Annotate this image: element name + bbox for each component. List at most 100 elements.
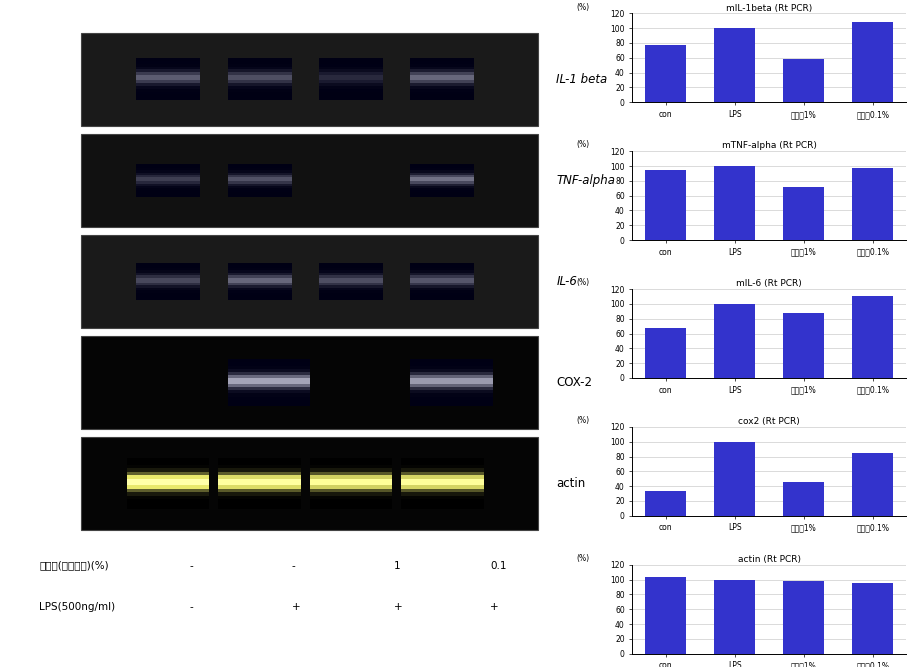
Bar [411,81,475,83]
Y-axis label: (%): (%) [576,554,590,563]
Bar [219,476,301,479]
Bar [136,58,200,61]
Bar [411,295,475,297]
Text: -: - [189,602,193,612]
Bar [228,293,292,295]
Bar [228,72,292,75]
Bar [228,366,310,369]
Bar [228,388,310,390]
Bar [411,61,475,64]
Bar [228,168,292,171]
Bar [136,295,200,297]
Y-axis label: (%): (%) [576,278,590,287]
Bar [411,267,475,270]
Bar [228,270,292,273]
Bar [319,64,383,67]
Bar [136,166,200,168]
Bar [402,489,483,492]
Bar [402,472,483,476]
Bar [645,169,686,240]
Bar [136,83,200,86]
Bar [411,390,492,394]
Bar [127,472,210,476]
Bar [411,287,475,290]
Bar [228,194,292,197]
Bar [319,97,383,100]
Bar [319,67,383,69]
Text: IL-1 beta: IL-1 beta [556,73,608,85]
Bar [411,360,492,362]
Bar [127,502,210,506]
Bar [310,496,393,499]
Bar [228,381,310,384]
Bar [411,83,475,86]
Bar [402,479,483,482]
Bar [228,267,292,270]
Bar [310,486,393,489]
Bar [136,179,200,181]
Bar [228,285,292,287]
Bar [319,280,383,283]
Text: TNF-alpha: TNF-alpha [556,174,616,187]
Bar [228,362,310,366]
Bar [228,397,310,400]
Bar [319,270,383,273]
Bar [228,164,292,166]
Bar [411,177,475,179]
Bar [310,499,393,502]
Bar [228,181,292,183]
Bar [411,89,475,91]
Bar [411,285,475,287]
Bar [136,287,200,290]
Bar [411,265,475,267]
Bar [411,86,475,89]
Bar [319,69,383,72]
Bar [228,295,292,297]
Bar [411,378,492,381]
Text: -: - [292,561,296,570]
Bar [136,81,200,83]
Bar [645,45,686,102]
Bar [136,265,200,267]
Bar [136,270,200,273]
Bar [310,465,393,468]
Bar [81,133,538,227]
Bar [219,462,301,465]
Bar [136,168,200,171]
Bar [136,263,200,265]
Bar [411,381,492,384]
Bar [411,168,475,171]
Bar [136,164,200,166]
Bar [714,166,756,240]
Bar [411,194,475,197]
Bar [319,263,383,265]
Bar [402,496,483,499]
Bar [228,75,292,77]
Title: mTNF-alpha (Rt PCR): mTNF-alpha (Rt PCR) [722,141,816,151]
Bar [228,277,292,280]
Bar [411,64,475,67]
Bar [411,97,475,100]
Text: 0.1: 0.1 [490,561,507,570]
Y-axis label: (%): (%) [576,3,590,11]
Bar [136,97,200,100]
Bar [219,496,301,499]
Bar [319,89,383,91]
Bar [319,293,383,295]
Bar [228,61,292,64]
Bar [645,328,686,378]
Bar [411,273,475,275]
Bar [228,173,292,175]
Bar [411,403,492,406]
Bar [319,275,383,277]
Bar [411,388,492,390]
Bar [127,458,210,462]
Bar [310,492,393,496]
Text: actin: actin [556,478,586,490]
Bar [411,366,492,369]
Bar [127,489,210,492]
Bar [319,81,383,83]
Bar [411,69,475,72]
Bar [219,489,301,492]
Bar [411,192,475,194]
